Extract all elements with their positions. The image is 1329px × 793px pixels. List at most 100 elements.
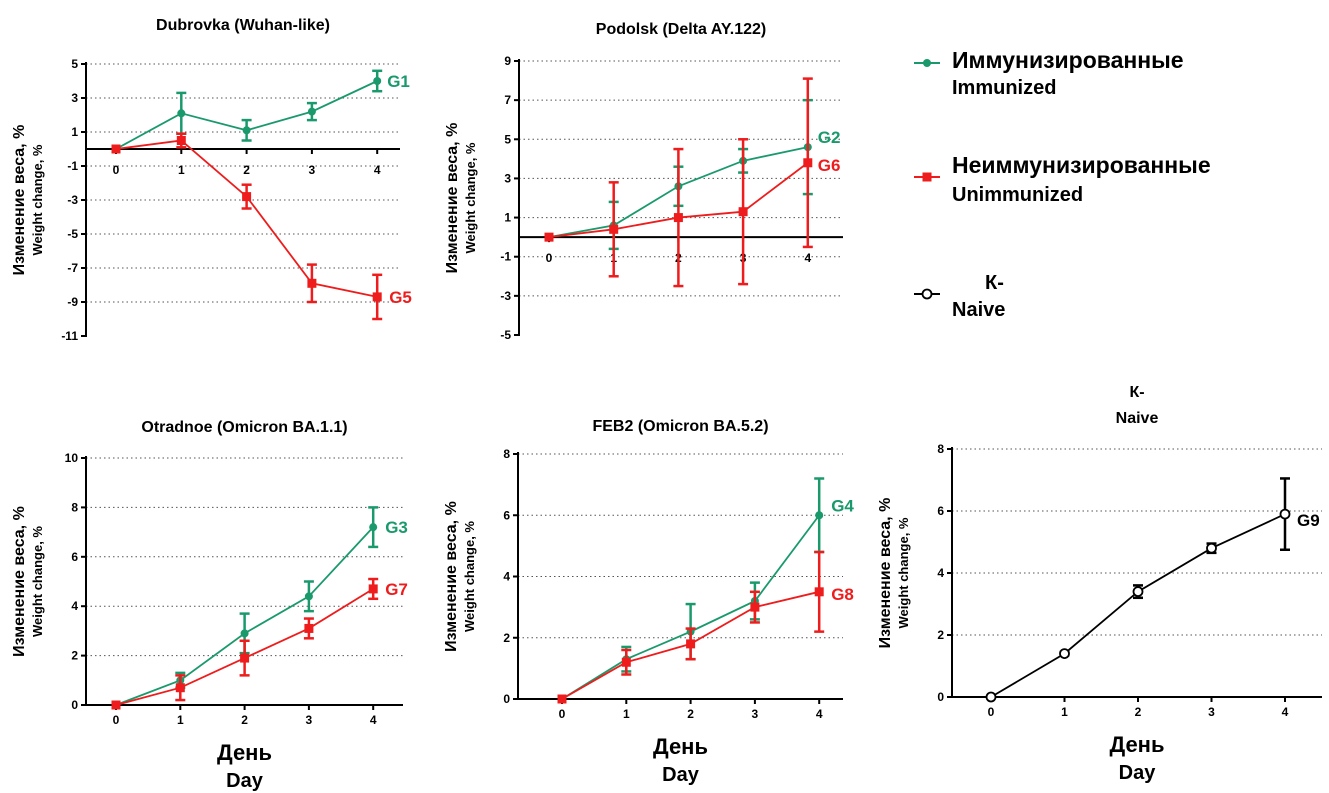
x-tick-label: 2 — [687, 707, 694, 721]
data-point — [609, 224, 619, 234]
y-tick-label: 2 — [503, 631, 510, 645]
y-tick-label: -11 — [61, 329, 78, 343]
x-tick-label: 0 — [113, 163, 120, 177]
data-point — [1132, 586, 1144, 597]
y-tick-label: 8 — [937, 442, 944, 456]
y-tick-label: 6 — [71, 550, 78, 564]
x-tick-label: 0 — [546, 251, 553, 265]
series-G8: G8 — [557, 550, 854, 704]
chart-title: Podolsk (Delta AY.122) — [596, 21, 766, 38]
legend-label-en: Unimmunized — [952, 184, 1083, 206]
y-tick-label: -7 — [67, 261, 78, 275]
legend-label: Иммунизированные — [952, 47, 1184, 73]
data-point — [750, 602, 760, 612]
data-point — [557, 694, 567, 704]
y-tick-label: -1 — [67, 159, 78, 173]
chart-panel-2: Podolsk (Delta AY.122)-5-3-11357901234Из… — [444, 21, 843, 342]
chart-subtitle: Naive — [1116, 410, 1159, 427]
x-tick-label: 3 — [752, 707, 759, 721]
y-tick-label: 3 — [504, 171, 511, 185]
y-tick-label: 7 — [504, 93, 511, 107]
x-tick-label: 4 — [374, 163, 381, 177]
y-tick-label: -3 — [67, 193, 78, 207]
y-axis-label-en: Weight change, % — [463, 142, 478, 253]
y-axis-label-en: Weight change, % — [30, 144, 45, 255]
data-point — [1206, 542, 1217, 554]
y-tick-label: 6 — [503, 508, 510, 522]
x-axis-label-en: Day — [662, 764, 700, 786]
y-tick-label: 0 — [71, 698, 78, 712]
data-point — [240, 629, 249, 638]
x-tick-label: 0 — [988, 705, 995, 719]
data-point — [373, 77, 382, 85]
data-point — [368, 584, 378, 594]
data-point — [1059, 648, 1070, 659]
x-tick-label: 2 — [243, 163, 250, 177]
y-axis-label: Изменение веса, % — [11, 125, 28, 276]
data-point — [985, 691, 997, 703]
legend-marker — [921, 288, 933, 300]
y-tick-label: 8 — [503, 447, 510, 461]
chart-title: FEB2 (Omicron BA.5.2) — [592, 418, 768, 435]
y-tick-label: 9 — [504, 54, 511, 68]
x-tick-label: 3 — [309, 163, 316, 177]
data-point — [304, 592, 313, 601]
y-axis-label: Изменение веса, % — [11, 506, 28, 657]
data-point — [814, 587, 824, 597]
y-tick-label: 4 — [71, 599, 78, 613]
data-point — [621, 657, 631, 667]
chart-title: Otradnoe (Omicron BA.1.1) — [141, 419, 347, 436]
legend-label-en: Immunized — [952, 77, 1056, 99]
y-tick-label: 6 — [937, 504, 944, 518]
y-axis-label-en: Weight change, % — [896, 517, 911, 628]
series-G9: G9 — [985, 477, 1320, 703]
series-label: G6 — [818, 156, 841, 175]
x-tick-label: 4 — [816, 707, 823, 721]
legend-item-3: К- Naive — [914, 272, 1005, 321]
series-label: G2 — [818, 128, 841, 147]
y-tick-label: 5 — [504, 132, 511, 146]
x-tick-label: 1 — [177, 713, 184, 727]
x-tick-label: 1 — [623, 707, 630, 721]
data-point — [803, 158, 813, 168]
series-label: G8 — [831, 585, 854, 604]
y-axis-label-en: Weight change, % — [462, 521, 477, 632]
y-tick-label: 0 — [937, 690, 944, 704]
y-axis-label: Изменение веса, % — [443, 501, 460, 652]
legend-label: К- — [985, 272, 1004, 294]
data-point — [177, 109, 186, 118]
series-label: G3 — [385, 518, 408, 537]
y-tick-label: 0 — [503, 692, 510, 706]
y-tick-label: 5 — [71, 57, 78, 71]
y-tick-label: -9 — [67, 295, 78, 309]
data-point — [176, 136, 186, 145]
legend-label: Неиммунизированные — [952, 152, 1211, 178]
data-point — [738, 207, 748, 217]
series-G4: G4 — [558, 477, 854, 703]
y-axis-label: Изменение веса, % — [444, 123, 461, 274]
x-tick-label: 2 — [1135, 705, 1142, 719]
chart-panel-5: К- Naive 0 2 4 6 8 0 1 2 3 4 Изменение веса, % Weight… — [877, 384, 1322, 784]
data-point — [815, 511, 824, 520]
y-axis-label-en: Weight change, % — [30, 526, 45, 637]
series-label: G4 — [831, 496, 854, 515]
x-tick-label: 3 — [1208, 705, 1215, 719]
x-axis-label: День — [1110, 732, 1165, 757]
data-point — [372, 292, 382, 302]
x-tick-label: 4 — [370, 713, 377, 727]
x-axis-label-en: Day — [1119, 762, 1157, 784]
series-label: G5 — [389, 288, 412, 307]
x-axis-label: День — [217, 740, 272, 765]
x-tick-label: 3 — [306, 713, 313, 727]
legend-item-1: Иммунизированные Immunized — [914, 47, 1184, 99]
y-tick-label: 2 — [71, 649, 78, 663]
series-G5: G5 — [111, 132, 412, 321]
y-tick-label: 10 — [65, 451, 79, 465]
y-tick-label: 3 — [71, 91, 78, 105]
chart-panel-3: Otradnoe (Omicron BA.1.1) 0 2 4 6 8 10 0 1 2 3 4 Изм… — [11, 419, 408, 792]
x-tick-label: 1 — [1061, 705, 1068, 719]
x-tick-label: 1 — [178, 163, 185, 177]
series-label: G9 — [1297, 511, 1320, 530]
series-G1: G1 — [112, 69, 410, 153]
